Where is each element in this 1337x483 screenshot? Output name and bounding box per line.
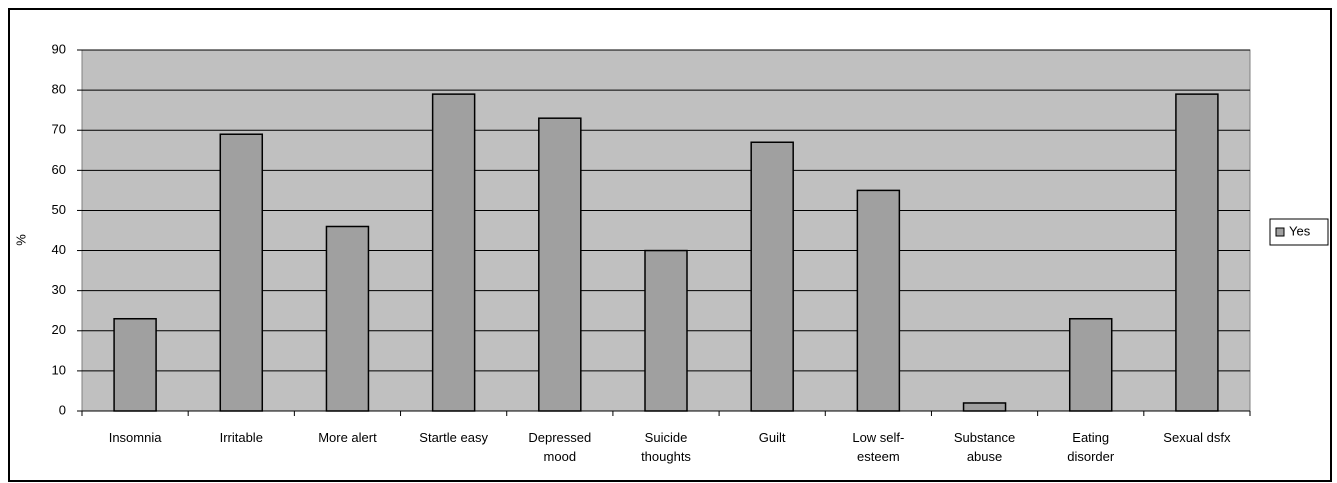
bar bbox=[644, 249, 688, 412]
bar bbox=[750, 141, 794, 412]
y-tick-label: 20 bbox=[52, 322, 66, 337]
x-tick-label: Irritable bbox=[219, 430, 263, 445]
y-tick-label: 30 bbox=[52, 282, 66, 297]
y-tick-label: 90 bbox=[52, 41, 66, 56]
bar bbox=[431, 93, 476, 412]
y-tick-label: 10 bbox=[52, 362, 66, 377]
bar bbox=[1175, 93, 1219, 412]
bar bbox=[856, 189, 901, 412]
legend-swatch bbox=[1275, 227, 1285, 237]
x-tick-label: Depressed mood bbox=[528, 430, 592, 464]
bar bbox=[1068, 317, 1113, 412]
x-tick-label: Sexual dsfx bbox=[1163, 430, 1231, 445]
x-tick-label: Suicide thoughts bbox=[641, 430, 691, 464]
x-tick-label: Guilt bbox=[758, 430, 786, 445]
bar bbox=[113, 317, 157, 412]
x-tick-label: Eating disorder bbox=[1067, 430, 1115, 464]
bar bbox=[538, 117, 582, 412]
x-tick-label: Startle easy bbox=[419, 430, 488, 445]
bar bbox=[962, 402, 1007, 412]
legend-label: Yes bbox=[1289, 223, 1311, 238]
x-tick-label: Substance abuse bbox=[953, 430, 1016, 464]
x-tick-label: Low self-esteem bbox=[852, 430, 905, 464]
y-tick-label: 0 bbox=[59, 402, 66, 417]
y-axis-label: % bbox=[13, 234, 28, 246]
y-tick-label: 70 bbox=[52, 122, 66, 137]
x-tick-label: More alert bbox=[318, 430, 377, 445]
bar bbox=[325, 225, 370, 412]
x-tick-label: Insomnia bbox=[108, 430, 162, 445]
y-tick-label: 50 bbox=[52, 202, 66, 217]
y-tick-label: 40 bbox=[52, 242, 66, 257]
bar bbox=[219, 133, 264, 412]
y-tick-label: 80 bbox=[52, 82, 66, 97]
y-tick-label: 60 bbox=[52, 162, 66, 177]
